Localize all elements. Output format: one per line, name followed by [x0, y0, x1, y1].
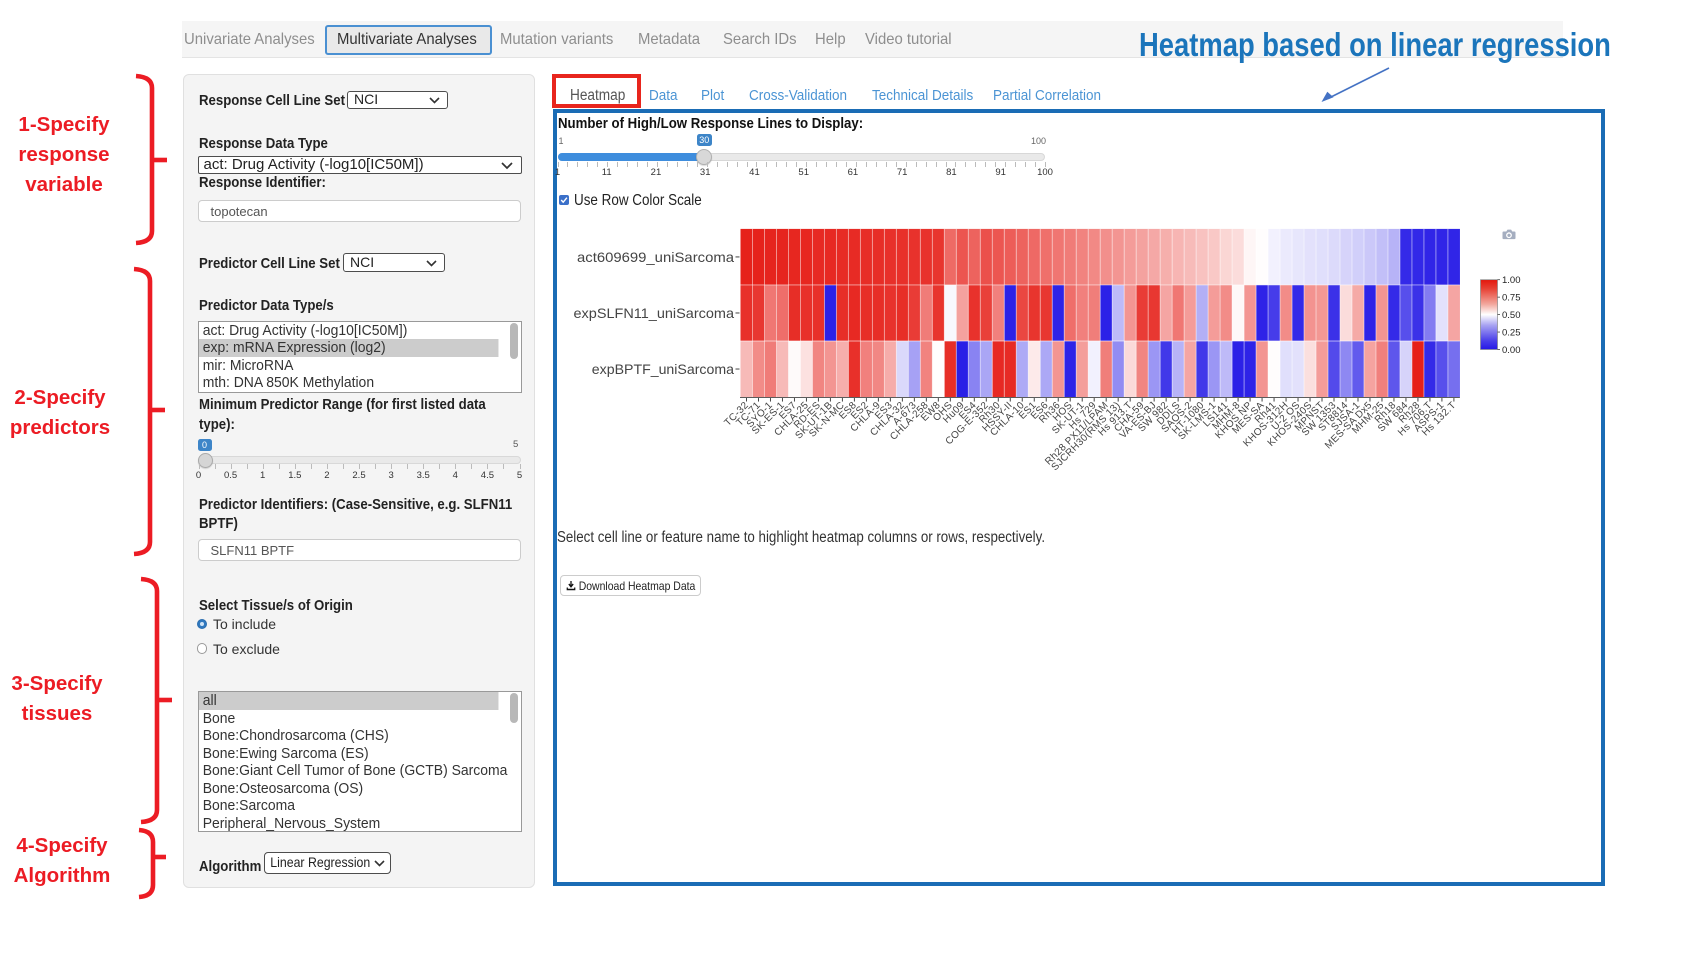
svg-text:act609699_uniSarcoma: act609699_uniSarcoma — [577, 249, 734, 265]
svg-text:expSLFN11_uniSarcoma: expSLFN11_uniSarcoma — [574, 305, 735, 321]
svg-text:0.75: 0.75 — [1502, 293, 1521, 304]
svg-text:expBPTF_uniSarcoma: expBPTF_uniSarcoma — [592, 361, 734, 377]
svg-text:0.50: 0.50 — [1502, 310, 1521, 321]
svg-text:0.25: 0.25 — [1502, 327, 1521, 338]
svg-text:1.00: 1.00 — [1502, 275, 1521, 286]
svg-text:0.00: 0.00 — [1502, 345, 1521, 356]
